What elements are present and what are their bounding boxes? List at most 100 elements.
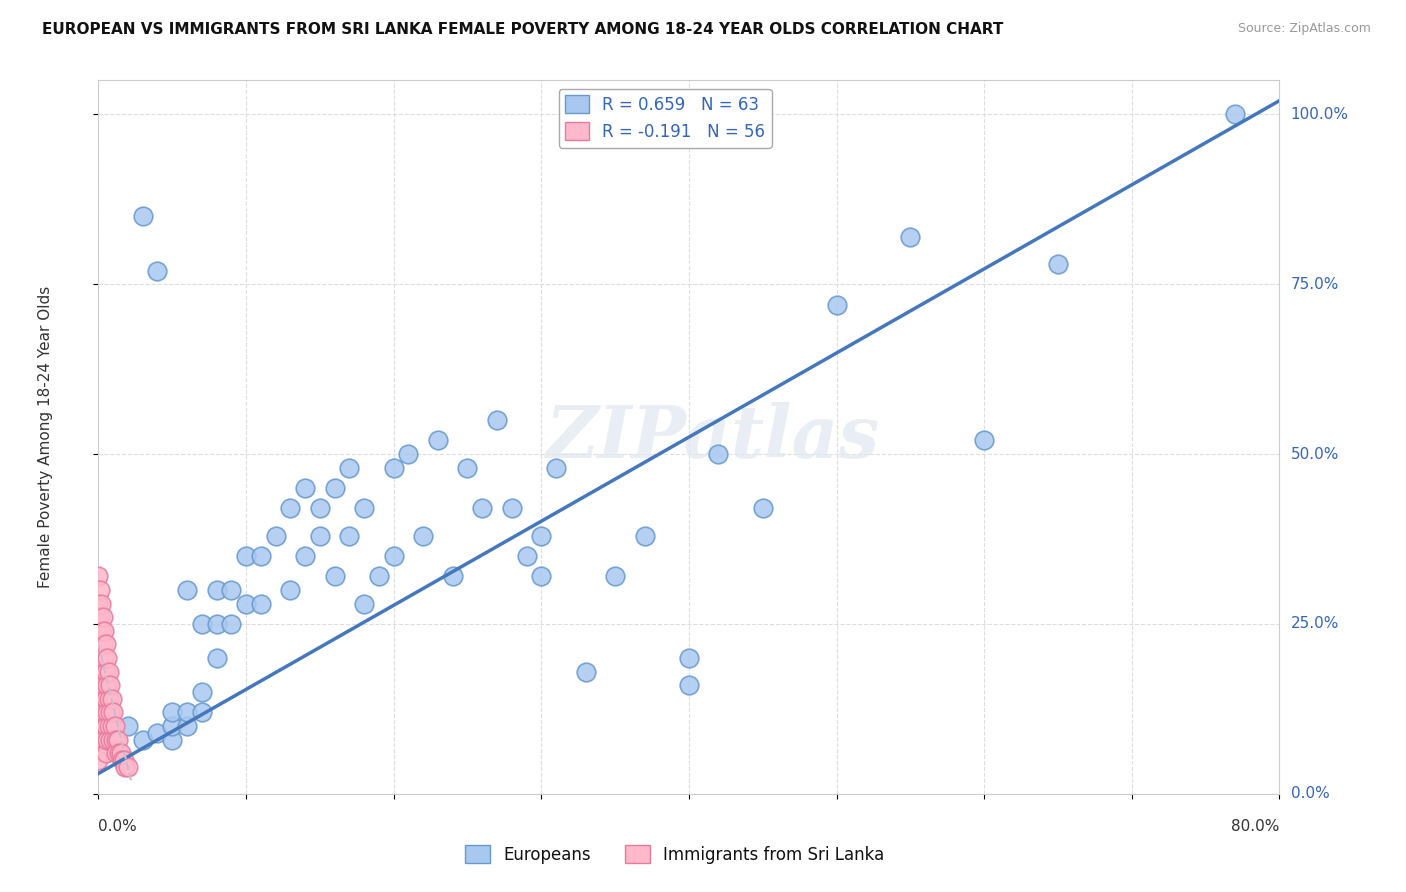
Point	[96, 706, 118, 720]
Point	[323, 481, 346, 495]
Point	[146, 263, 169, 277]
Point	[98, 706, 121, 720]
Point	[117, 719, 139, 733]
Point	[103, 706, 125, 720]
Point	[146, 725, 169, 739]
Point	[91, 637, 114, 651]
Point	[323, 569, 346, 583]
Text: 0.0%: 0.0%	[1291, 787, 1329, 801]
Point	[501, 501, 523, 516]
Point	[678, 678, 700, 692]
Point	[132, 732, 155, 747]
Point	[87, 685, 110, 699]
Point	[235, 549, 257, 563]
Point	[100, 719, 122, 733]
Point	[98, 732, 121, 747]
Point	[90, 706, 112, 720]
Point	[900, 229, 922, 244]
Point	[105, 732, 128, 747]
Point	[574, 665, 596, 679]
Point	[337, 528, 360, 542]
Text: Source: ZipAtlas.com: Source: ZipAtlas.com	[1237, 22, 1371, 36]
Point	[294, 481, 316, 495]
Point	[97, 691, 120, 706]
Point	[132, 209, 155, 223]
Point	[707, 447, 730, 461]
Point	[1046, 257, 1069, 271]
Point	[278, 582, 302, 597]
Point	[294, 549, 316, 563]
Point	[90, 651, 112, 665]
Text: 0.0%: 0.0%	[98, 819, 138, 834]
Point	[412, 528, 434, 542]
Point	[441, 569, 464, 583]
Point	[471, 501, 494, 516]
Point	[91, 665, 114, 679]
Text: EUROPEAN VS IMMIGRANTS FROM SRI LANKA FEMALE POVERTY AMONG 18-24 YEAR OLDS CORRE: EUROPEAN VS IMMIGRANTS FROM SRI LANKA FE…	[42, 22, 1004, 37]
Legend: Europeans, Immigrants from Sri Lanka: Europeans, Immigrants from Sri Lanka	[458, 838, 891, 871]
Point	[117, 760, 139, 774]
Point	[678, 651, 700, 665]
Point	[103, 732, 125, 747]
Text: 25.0%: 25.0%	[1291, 616, 1339, 632]
Point	[93, 678, 115, 692]
Point	[456, 460, 478, 475]
Legend: R = 0.659   N = 63, R = -0.191   N = 56: R = 0.659 N = 63, R = -0.191 N = 56	[558, 88, 772, 147]
Point	[107, 732, 129, 747]
Point	[205, 582, 228, 597]
Text: ZIPatlas: ZIPatlas	[546, 401, 880, 473]
Point	[633, 528, 655, 542]
Point	[96, 678, 118, 692]
Point	[309, 501, 332, 516]
Point	[91, 610, 114, 624]
Point	[825, 297, 848, 311]
Point	[90, 597, 112, 611]
Point	[486, 413, 509, 427]
Point	[205, 617, 228, 632]
Point	[114, 760, 136, 774]
Point	[111, 753, 134, 767]
Point	[162, 719, 183, 733]
Point	[176, 582, 198, 597]
Text: 80.0%: 80.0%	[1232, 819, 1279, 834]
Point	[87, 617, 110, 632]
Point	[530, 528, 553, 542]
Point	[250, 597, 273, 611]
Point	[91, 691, 114, 706]
Point	[94, 691, 117, 706]
Point	[90, 678, 112, 692]
Point	[219, 617, 242, 632]
Point	[97, 719, 120, 733]
Point	[530, 569, 553, 583]
Point	[90, 624, 112, 638]
Text: 50.0%: 50.0%	[1291, 447, 1339, 461]
Point	[278, 501, 302, 516]
Point	[110, 746, 132, 760]
Point	[176, 706, 198, 720]
Point	[205, 651, 228, 665]
Point	[176, 719, 198, 733]
Point	[309, 528, 332, 542]
Point	[104, 719, 127, 733]
Point	[87, 706, 110, 720]
Point	[89, 665, 111, 679]
Point	[973, 434, 995, 448]
Point	[89, 610, 111, 624]
Point	[93, 651, 115, 665]
Point	[93, 624, 115, 638]
Point	[353, 597, 375, 611]
Point	[89, 637, 111, 651]
Point	[337, 460, 360, 475]
Point	[87, 637, 110, 651]
Point	[87, 597, 110, 611]
Point	[105, 746, 128, 760]
Point	[87, 753, 110, 767]
Point	[751, 501, 773, 516]
Text: 100.0%: 100.0%	[1291, 107, 1348, 122]
Point	[93, 706, 115, 720]
Point	[112, 753, 135, 767]
Point	[235, 597, 257, 611]
Text: Female Poverty Among 18-24 Year Olds: Female Poverty Among 18-24 Year Olds	[38, 286, 53, 588]
Point	[191, 706, 214, 720]
Point	[191, 617, 214, 632]
